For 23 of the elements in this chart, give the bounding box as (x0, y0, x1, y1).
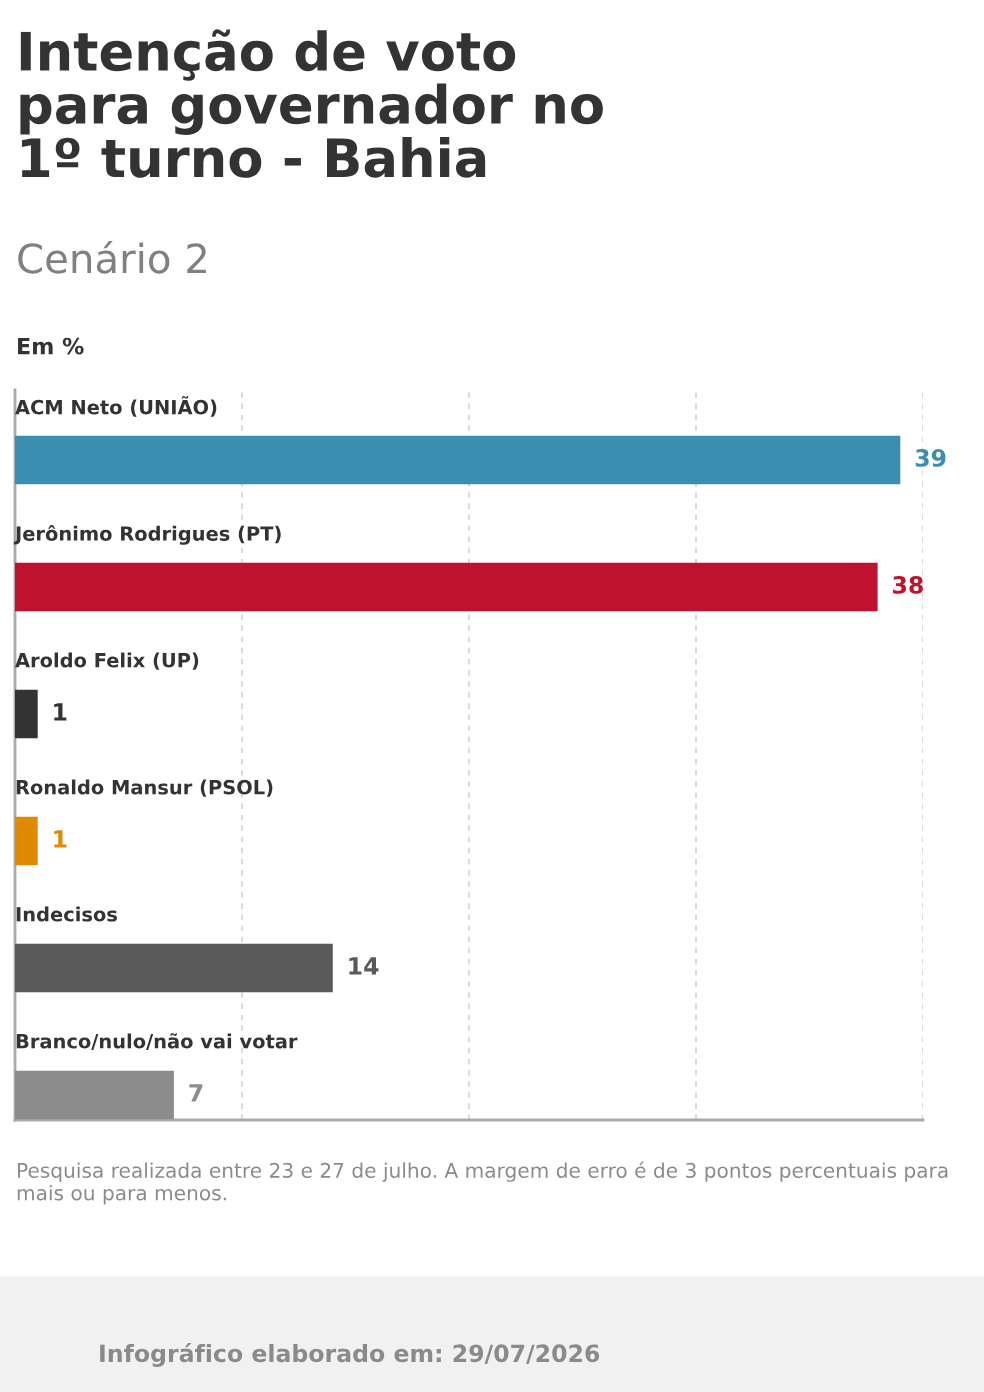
bar (15, 562, 878, 612)
text: Em % (18, 337, 84, 355)
y-tick-label: Ronaldo Mansur (PSOL) (16, 779, 273, 797)
data-label: 38 (893, 575, 923, 594)
y-tick-label: Branco/nulo/não vai votar (16, 1033, 298, 1051)
y-tick-label: Aroldo Felix (UP) (15, 652, 199, 670)
text: Pesquisa realizada entre 23 e 27 de julho. A margem de erro é de 3 pontos percentuais para mais ou para menos. (17, 1161, 948, 1205)
bar (15, 943, 333, 993)
text: Infográfico elaborado em: 29/07/2026 (100, 1343, 600, 1367)
bar (15, 816, 38, 866)
chart-title: Intenção de voto para governador no 1º turno - Bahia (20, 29, 603, 178)
data-label: 14 (349, 957, 379, 975)
y-tick-label: ACM Neto (UNIÃO) (15, 396, 217, 417)
chart-subtitle: Cenário 2 (18, 240, 206, 274)
bar (15, 435, 901, 485)
data-label: 7 (189, 1084, 203, 1102)
data-label: 1 (54, 830, 67, 848)
data-label: 39 (915, 448, 946, 467)
y-tick-label: Jerônimo Rodrigues (PT) (13, 525, 281, 545)
bar (15, 1070, 174, 1120)
bar (15, 689, 38, 739)
y-tick-label: Indecisos (16, 906, 117, 922)
data-label: 1 (54, 703, 67, 721)
